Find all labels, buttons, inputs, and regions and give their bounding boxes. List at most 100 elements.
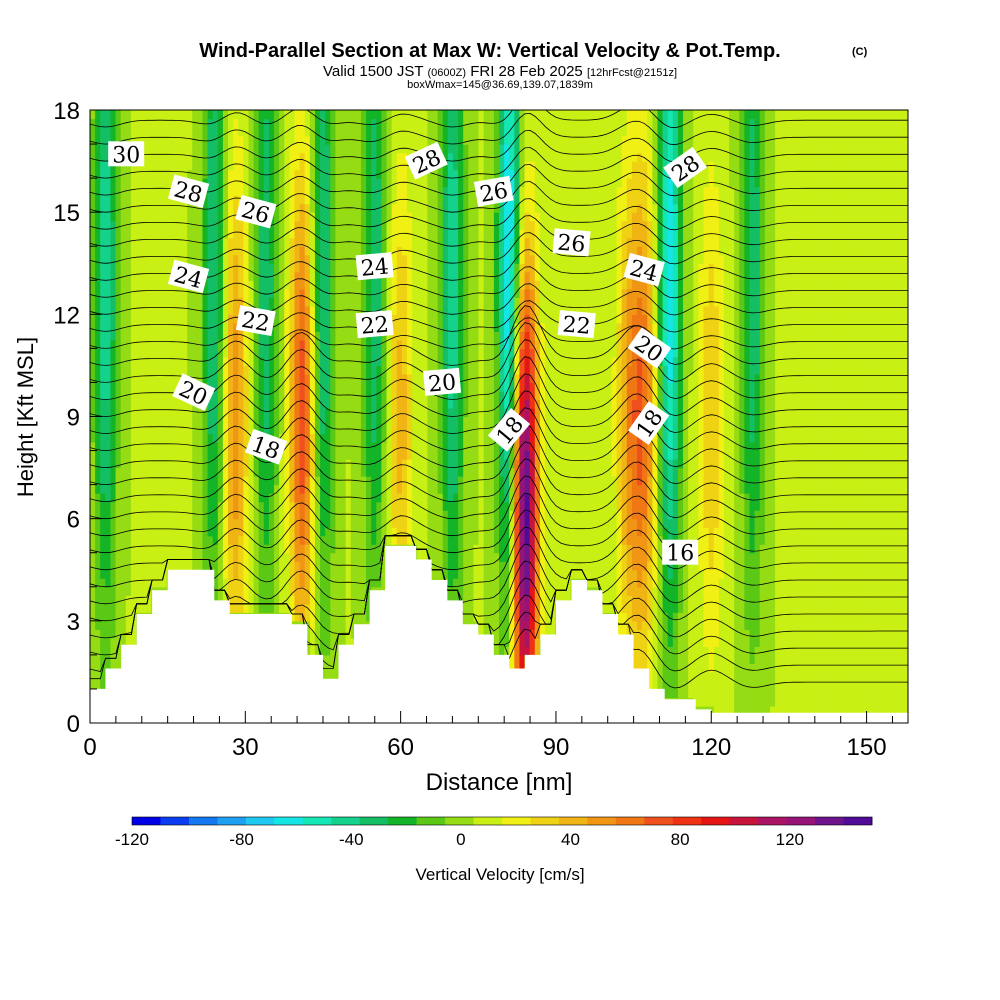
velocity-cell (146, 561, 152, 571)
velocity-cell (268, 195, 275, 205)
velocity-cell (314, 127, 321, 137)
velocity-cell (187, 297, 193, 307)
velocity-cell (258, 603, 265, 613)
velocity-cell (212, 407, 219, 418)
velocity-cell (289, 186, 296, 196)
velocity-cell (151, 110, 158, 120)
velocity-cell (176, 110, 183, 120)
velocity-cell (197, 433, 204, 443)
velocity-cell (386, 399, 393, 409)
velocity-cell (141, 339, 147, 349)
velocity-cell (279, 203, 285, 213)
velocity-cell (228, 356, 234, 367)
velocity-cell (396, 535, 403, 545)
velocity-cell (105, 110, 112, 120)
velocity-cell (130, 425, 137, 435)
velocity-cell (314, 169, 321, 179)
velocity-cell (207, 237, 214, 247)
velocity-cell (136, 178, 142, 188)
velocity-cell (151, 467, 158, 477)
velocity-cell (335, 484, 342, 494)
velocity-cell (248, 348, 255, 358)
velocity-cell (182, 110, 188, 120)
velocity-cell (100, 459, 106, 469)
velocity-cell (248, 527, 255, 537)
velocity-cell (258, 476, 265, 486)
velocity-cell (345, 237, 352, 247)
velocity-cell (95, 169, 101, 179)
velocity-cell (105, 271, 112, 281)
velocity-cell (105, 450, 112, 460)
velocity-cell (314, 544, 321, 554)
velocity-cell (294, 331, 301, 341)
velocity-cell (207, 484, 214, 494)
velocity-cell (268, 578, 275, 588)
velocity-cell (371, 169, 377, 179)
velocity-cell (386, 510, 393, 520)
velocity-cell (340, 433, 347, 443)
velocity-cell (299, 484, 306, 494)
velocity-cell (360, 365, 367, 375)
velocity-cell (95, 212, 101, 222)
velocity-cell (366, 229, 372, 239)
velocity-cell (304, 263, 311, 273)
velocity-cell (228, 595, 234, 605)
velocity-cell (176, 510, 183, 520)
velocity-cell (412, 518, 418, 528)
velocity-cell (427, 552, 434, 562)
velocity-cell (238, 152, 244, 162)
velocity-cell (125, 527, 132, 537)
velocity-cell (299, 152, 306, 162)
velocity-cell (284, 237, 290, 247)
velocity-cell (309, 280, 316, 290)
velocity-cell (391, 356, 398, 367)
velocity-cell (120, 110, 127, 120)
velocity-cell (248, 152, 255, 162)
velocity-cell (228, 271, 234, 281)
velocity-cell (350, 518, 357, 528)
velocity-cell (314, 237, 321, 247)
velocity-cell (325, 527, 331, 537)
velocity-cell (217, 586, 224, 596)
velocity-cell (274, 288, 280, 298)
velocity-cell (222, 161, 229, 171)
velocity-cell (238, 178, 244, 188)
velocity-cell (335, 442, 342, 452)
velocity-cell (417, 322, 423, 332)
velocity-cell (427, 450, 434, 460)
velocity-cell (274, 339, 280, 349)
velocity-cell (253, 399, 260, 409)
velocity-cell (176, 561, 183, 571)
velocity-cell (141, 297, 147, 307)
velocity-cell (161, 331, 168, 341)
velocity-cell (391, 527, 398, 537)
velocity-cell (279, 484, 285, 494)
velocity-cell (299, 220, 306, 230)
velocity-cell (340, 365, 347, 375)
velocity-cell (110, 305, 117, 315)
velocity-cell (335, 433, 342, 443)
velocity-cell (442, 561, 449, 571)
velocity-cell (258, 297, 265, 307)
velocity-cell (146, 297, 152, 307)
velocity-cell (335, 331, 342, 341)
velocity-cell (366, 527, 372, 537)
velocity-cell (146, 450, 152, 460)
velocity-cell (176, 322, 183, 332)
velocity-cell (330, 501, 336, 511)
velocity-cell (100, 569, 106, 579)
velocity-cell (406, 339, 413, 349)
velocity-cell (360, 110, 367, 120)
velocity-cell (401, 399, 408, 409)
velocity-cell (376, 195, 383, 205)
velocity-cell (376, 501, 383, 511)
velocity-cell (130, 476, 137, 486)
velocity-cell (274, 552, 280, 562)
velocity-cell (120, 569, 127, 579)
velocity-cell (304, 612, 311, 622)
velocity-cell (207, 254, 214, 264)
velocity-cell (320, 399, 326, 409)
velocity-cell (248, 271, 255, 281)
velocity-cell (335, 390, 342, 401)
velocity-cell (386, 382, 393, 392)
